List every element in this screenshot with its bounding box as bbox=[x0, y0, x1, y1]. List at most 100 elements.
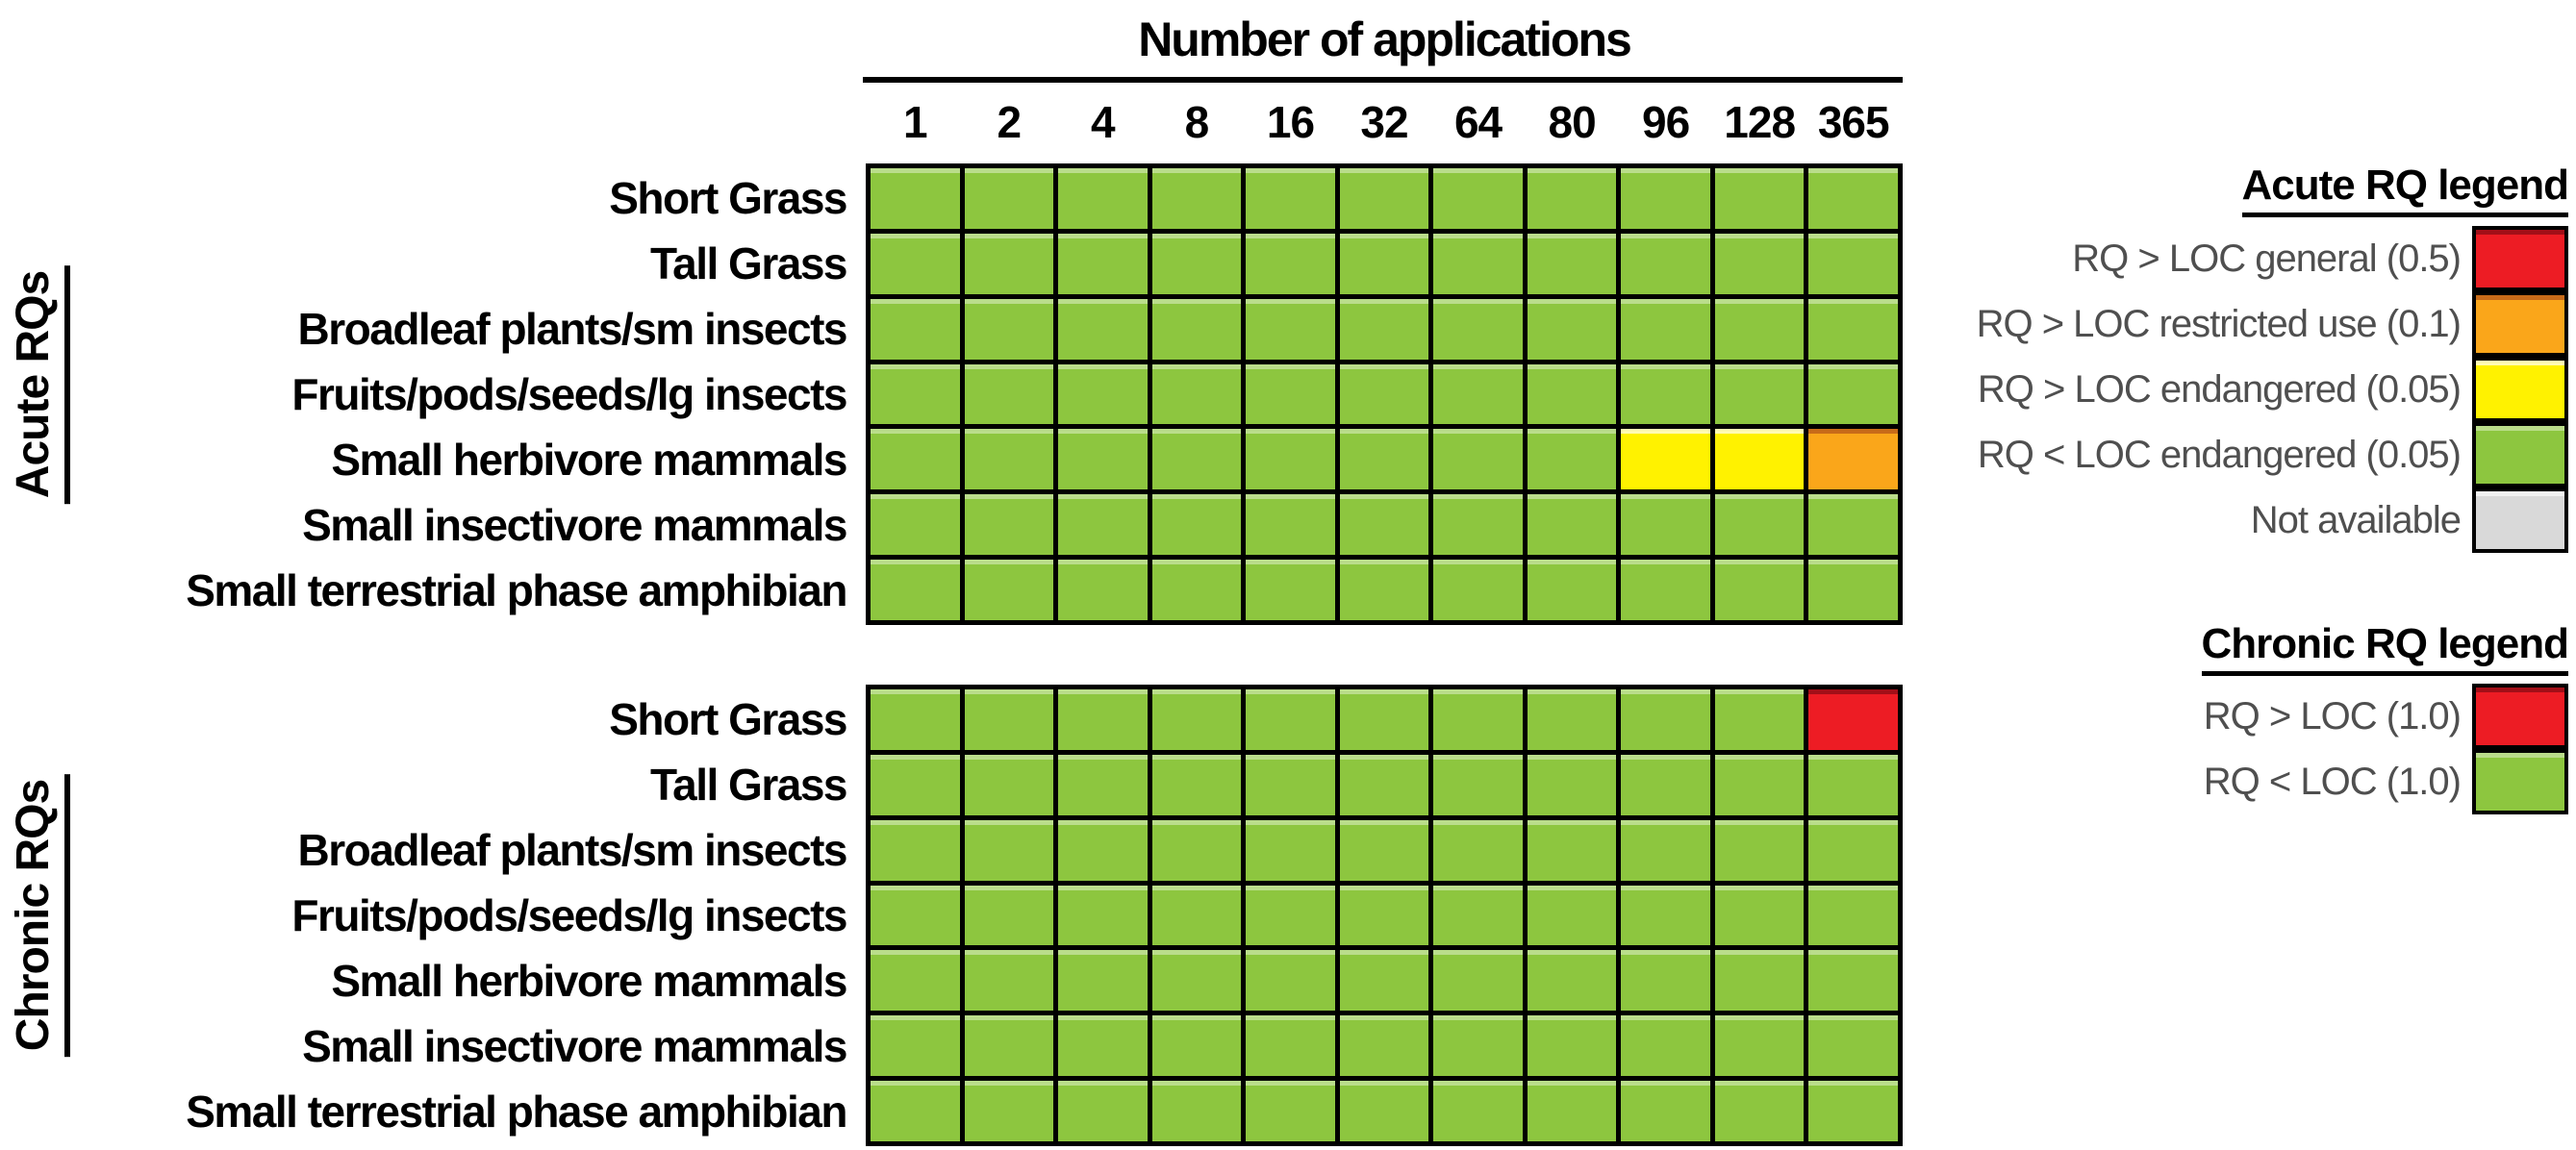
heatmap-cell-chronic-r3-c5 bbox=[1339, 885, 1429, 946]
heatmap-cell-chronic-r4-c8 bbox=[1621, 950, 1710, 1012]
heatmap-cell-acute-r6-c8 bbox=[1621, 560, 1710, 620]
heatmap-cell-chronic-r1-c6 bbox=[1433, 754, 1523, 815]
heatmap-cell-chronic-r0-c10 bbox=[1808, 689, 1898, 750]
heatmap-cell-chronic-r0-c2 bbox=[1058, 689, 1148, 750]
heatmap-cell-chronic-r0-c6 bbox=[1433, 689, 1523, 750]
chronic-legend-entry-label: RQ < LOC (1.0) bbox=[2203, 760, 2462, 803]
acute-legend: RQ > LOC general (0.5) RQ > LOC restricte… bbox=[1977, 226, 2568, 553]
heatmap-cell-chronic-r3-c7 bbox=[1527, 885, 1617, 946]
acute-row-label: Small terrestrial phase amphibian bbox=[186, 564, 847, 615]
heatmap-cell-chronic-r4-c3 bbox=[1151, 950, 1242, 1012]
heatmap-cell-acute-r3-c5 bbox=[1339, 363, 1429, 425]
acute-legend-entry-label: RQ > LOC restricted use (0.1) bbox=[1976, 302, 2462, 345]
heatmap-cell-acute-r5-c0 bbox=[871, 494, 960, 556]
heatmap-cell-acute-r2-c6 bbox=[1433, 298, 1523, 360]
heatmap-cell-chronic-r3-c1 bbox=[964, 885, 1054, 946]
heatmap-cell-acute-r4-c6 bbox=[1433, 429, 1523, 490]
acute-row-label: Small insectivore mammals bbox=[302, 499, 847, 550]
acute-heatmap-grid bbox=[866, 163, 1903, 625]
heatmap-cell-acute-r3-c7 bbox=[1527, 363, 1617, 425]
heatmap-cell-acute-r2-c9 bbox=[1714, 298, 1805, 360]
heatmap-cell-acute-r0-c6 bbox=[1433, 168, 1523, 229]
heatmap-cell-chronic-r5-c6 bbox=[1433, 1015, 1523, 1077]
heatmap-cell-chronic-r0-c5 bbox=[1339, 689, 1429, 750]
heatmap-cell-chronic-r5-c1 bbox=[964, 1015, 1054, 1077]
acute-legend-entry-label: RQ < LOC endangered (0.05) bbox=[1977, 433, 2462, 476]
heatmap-cell-acute-r4-c7 bbox=[1527, 429, 1617, 490]
heatmap-cell-chronic-r0-c9 bbox=[1714, 689, 1805, 750]
heatmap-cell-acute-r1-c5 bbox=[1339, 233, 1429, 294]
columns-axis-rule bbox=[863, 77, 1903, 83]
acute-row-label: Small herbivore mammals bbox=[331, 434, 847, 485]
heatmap-cell-chronic-r1-c0 bbox=[871, 754, 960, 815]
heatmap-cell-acute-r2-c7 bbox=[1527, 298, 1617, 360]
heatmap-cell-acute-r5-c10 bbox=[1808, 494, 1898, 556]
column-header: 128 bbox=[1724, 97, 1796, 147]
heatmap-cell-acute-r2-c4 bbox=[1246, 298, 1335, 360]
acute-legend-title: Acute RQ legend bbox=[2020, 162, 2569, 217]
chronic-legend-swatch-red bbox=[2472, 684, 2568, 749]
heatmap-cell-acute-r6-c0 bbox=[871, 560, 960, 620]
column-header: 365 bbox=[1817, 97, 1890, 147]
heatmap-cell-acute-r2-c8 bbox=[1621, 298, 1710, 360]
heatmap-cell-chronic-r3-c9 bbox=[1714, 885, 1805, 946]
heatmap-cell-acute-r0-c1 bbox=[964, 168, 1054, 229]
heatmap-cell-chronic-r2-c3 bbox=[1151, 819, 1242, 881]
heatmap-cell-acute-r4-c3 bbox=[1151, 429, 1242, 490]
heatmap-cell-acute-r5-c2 bbox=[1058, 494, 1148, 556]
acute-legend-entry: Not available bbox=[2020, 488, 2568, 553]
heatmap-cell-acute-r6-c6 bbox=[1433, 560, 1523, 620]
heatmap-cell-chronic-r0-c0 bbox=[871, 689, 960, 750]
heatmap-cell-chronic-r4-c9 bbox=[1714, 950, 1805, 1012]
heatmap-cell-acute-r0-c0 bbox=[871, 168, 960, 229]
acute-legend-swatch-orange bbox=[2472, 291, 2568, 357]
heatmap-cell-chronic-r6-c5 bbox=[1339, 1081, 1429, 1141]
heatmap-cell-acute-r1-c3 bbox=[1151, 233, 1242, 294]
heatmap-cell-acute-r0-c4 bbox=[1246, 168, 1335, 229]
heatmap-cell-chronic-r3-c10 bbox=[1808, 885, 1898, 946]
heatmap-cell-chronic-r5-c9 bbox=[1714, 1015, 1805, 1077]
heatmap-cell-chronic-r5-c10 bbox=[1808, 1015, 1898, 1077]
acute-legend-swatch-gray bbox=[2472, 488, 2568, 553]
heatmap-cell-acute-r2-c1 bbox=[964, 298, 1054, 360]
heatmap-cell-acute-r4-c2 bbox=[1058, 429, 1148, 490]
heatmap-cell-chronic-r0-c3 bbox=[1151, 689, 1242, 750]
chronic-legend-entry: RQ > LOC (1.0) bbox=[2020, 684, 2568, 749]
heatmap-cell-chronic-r4-c5 bbox=[1339, 950, 1429, 1012]
heatmap-cell-acute-r0-c5 bbox=[1339, 168, 1429, 229]
heatmap-cell-acute-r5-c6 bbox=[1433, 494, 1523, 556]
heatmap-cell-chronic-r3-c8 bbox=[1621, 885, 1710, 946]
heatmap-cell-chronic-r3-c2 bbox=[1058, 885, 1148, 946]
heatmap-cell-chronic-r2-c6 bbox=[1433, 819, 1523, 881]
heatmap-cell-chronic-r1-c10 bbox=[1808, 754, 1898, 815]
heatmap-cell-chronic-r6-c1 bbox=[964, 1081, 1054, 1141]
acute-row-label: Fruits/pods/seeds/lg insects bbox=[291, 368, 847, 419]
heatmap-cell-acute-r4-c1 bbox=[964, 429, 1054, 490]
chronic-legend-entry-label: RQ > LOC (1.0) bbox=[2203, 694, 2462, 738]
heatmap-cell-acute-r3-c1 bbox=[964, 363, 1054, 425]
chronic-legend-swatch-green bbox=[2472, 749, 2568, 814]
column-header: 64 bbox=[1453, 97, 1503, 147]
heatmap-cell-chronic-r0-c7 bbox=[1527, 689, 1617, 750]
heatmap-cell-chronic-r4-c1 bbox=[964, 950, 1054, 1012]
column-header: 32 bbox=[1360, 97, 1408, 147]
heatmap-cell-chronic-r5-c8 bbox=[1621, 1015, 1710, 1077]
heatmap-cell-acute-r3-c3 bbox=[1151, 363, 1242, 425]
chronic-row-label: Tall Grass bbox=[649, 760, 848, 811]
heatmap-cell-acute-r3-c9 bbox=[1714, 363, 1805, 425]
column-header: 96 bbox=[1642, 97, 1690, 147]
heatmap-cell-chronic-r4-c10 bbox=[1808, 950, 1898, 1012]
heatmap-cell-chronic-r0-c8 bbox=[1621, 689, 1710, 750]
heatmap-cell-acute-r4-c0 bbox=[871, 429, 960, 490]
acute-legend-swatch-green bbox=[2472, 422, 2568, 488]
heatmap-cell-chronic-r2-c1 bbox=[964, 819, 1054, 881]
heatmap-cell-acute-r0-c7 bbox=[1527, 168, 1617, 229]
heatmap-cell-acute-r4-c9 bbox=[1714, 429, 1805, 490]
acute-legend-entry: RQ > LOC endangered (0.05) bbox=[1978, 357, 2568, 422]
heatmap-cell-acute-r5-c1 bbox=[964, 494, 1054, 556]
heatmap-cell-chronic-r6-c9 bbox=[1714, 1081, 1805, 1141]
heatmap-cell-chronic-r6-c10 bbox=[1808, 1081, 1898, 1141]
heatmap-cell-acute-r2-c5 bbox=[1339, 298, 1429, 360]
heatmap-cell-acute-r6-c3 bbox=[1151, 560, 1242, 620]
